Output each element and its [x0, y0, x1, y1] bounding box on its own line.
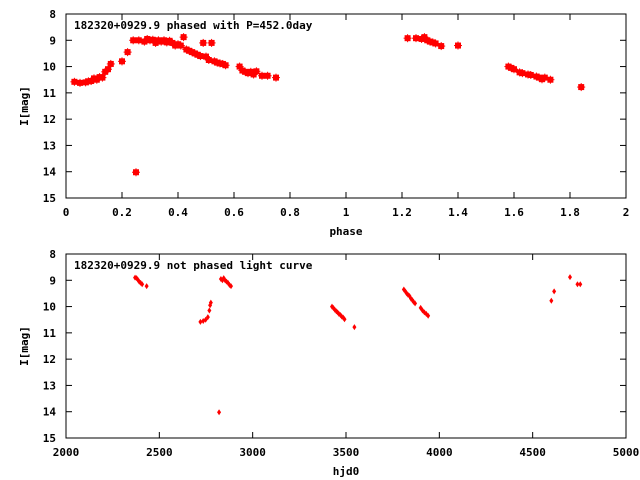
data-series [133, 274, 583, 416]
data-point [205, 314, 210, 321]
x-tick-label: 0 [63, 206, 70, 219]
x-tick-label: 4500 [519, 446, 546, 459]
x-tick-label: 1 [343, 206, 350, 219]
y-tick-label: 8 [49, 248, 56, 261]
x-tick-label: 1.4 [448, 206, 468, 219]
y-tick-label: 8 [49, 8, 56, 21]
x-tick-label: 1.2 [392, 206, 412, 219]
y-tick-label: 14 [43, 406, 57, 419]
panel-title: 182320+0929.9 not phased light curve [74, 259, 313, 272]
y-tick-label: 11 [43, 327, 57, 340]
x-tick-label: 2500 [146, 446, 173, 459]
x-tick-label: 5000 [613, 446, 640, 459]
data-point [198, 318, 203, 325]
x-tick-label: 2000 [53, 446, 80, 459]
y-tick-label: 14 [43, 166, 57, 179]
panel-title: 182320+0929.9 phased with P=452.0day [74, 19, 313, 32]
y-tick-label: 12 [43, 353, 56, 366]
y-tick-label: 10 [43, 61, 56, 74]
y-axis-label: I[mag] [18, 86, 31, 126]
x-axis-label: phase [329, 225, 362, 238]
x-tick-label: 0.8 [280, 206, 300, 219]
data-point [549, 297, 554, 304]
x-tick-label: 0.2 [112, 206, 132, 219]
data-point [352, 324, 357, 331]
y-tick-label: 13 [43, 139, 56, 152]
x-tick-label: 3500 [333, 446, 360, 459]
data-point [140, 281, 145, 288]
y-tick-label: 11 [43, 87, 57, 100]
y-tick-label: 15 [43, 192, 56, 205]
chart-panel-hjd: 2000 2500 3000 3500 4000 4500 5000 8 9 10 11 12 13 14… [18, 248, 639, 478]
x-tick-label: 0.6 [224, 206, 244, 219]
y-tick-label: 9 [49, 34, 56, 47]
data-point [552, 288, 557, 295]
y-tick-label: 9 [49, 274, 56, 287]
chart-panel-phased: 0 0.2 0.4 0.6 0.8 1 1.2 1.4 1.6 1.8 2 8 9 10 11 12 13 14 1… [18, 8, 629, 238]
data-point [208, 299, 213, 306]
x-axis-label: hjd0 [333, 465, 360, 478]
y-axis-label: I[mag] [18, 326, 31, 366]
y-tick-label: 13 [43, 379, 56, 392]
data-point [426, 312, 431, 319]
data-point [413, 300, 418, 307]
data-point [144, 283, 149, 290]
y-tick-label: 12 [43, 113, 56, 126]
data-point [229, 283, 234, 290]
data-series [70, 33, 586, 177]
x-tick-label: 2 [623, 206, 630, 219]
x-tick-label: 1.8 [560, 206, 580, 219]
data-point [568, 274, 572, 281]
plot-frame [65, 253, 627, 439]
y-tick-label: 10 [43, 301, 56, 314]
x-tick-label: 1.6 [504, 206, 524, 219]
data-point [217, 409, 222, 416]
data-point [575, 281, 580, 288]
y-tick-label: 15 [43, 432, 56, 445]
x-tick-label: 4000 [426, 446, 453, 459]
data-point [207, 307, 212, 314]
data-point [342, 316, 347, 323]
x-tick-label: 0.4 [168, 206, 188, 219]
data-point [578, 281, 583, 288]
x-tick-label: 3000 [239, 446, 266, 459]
